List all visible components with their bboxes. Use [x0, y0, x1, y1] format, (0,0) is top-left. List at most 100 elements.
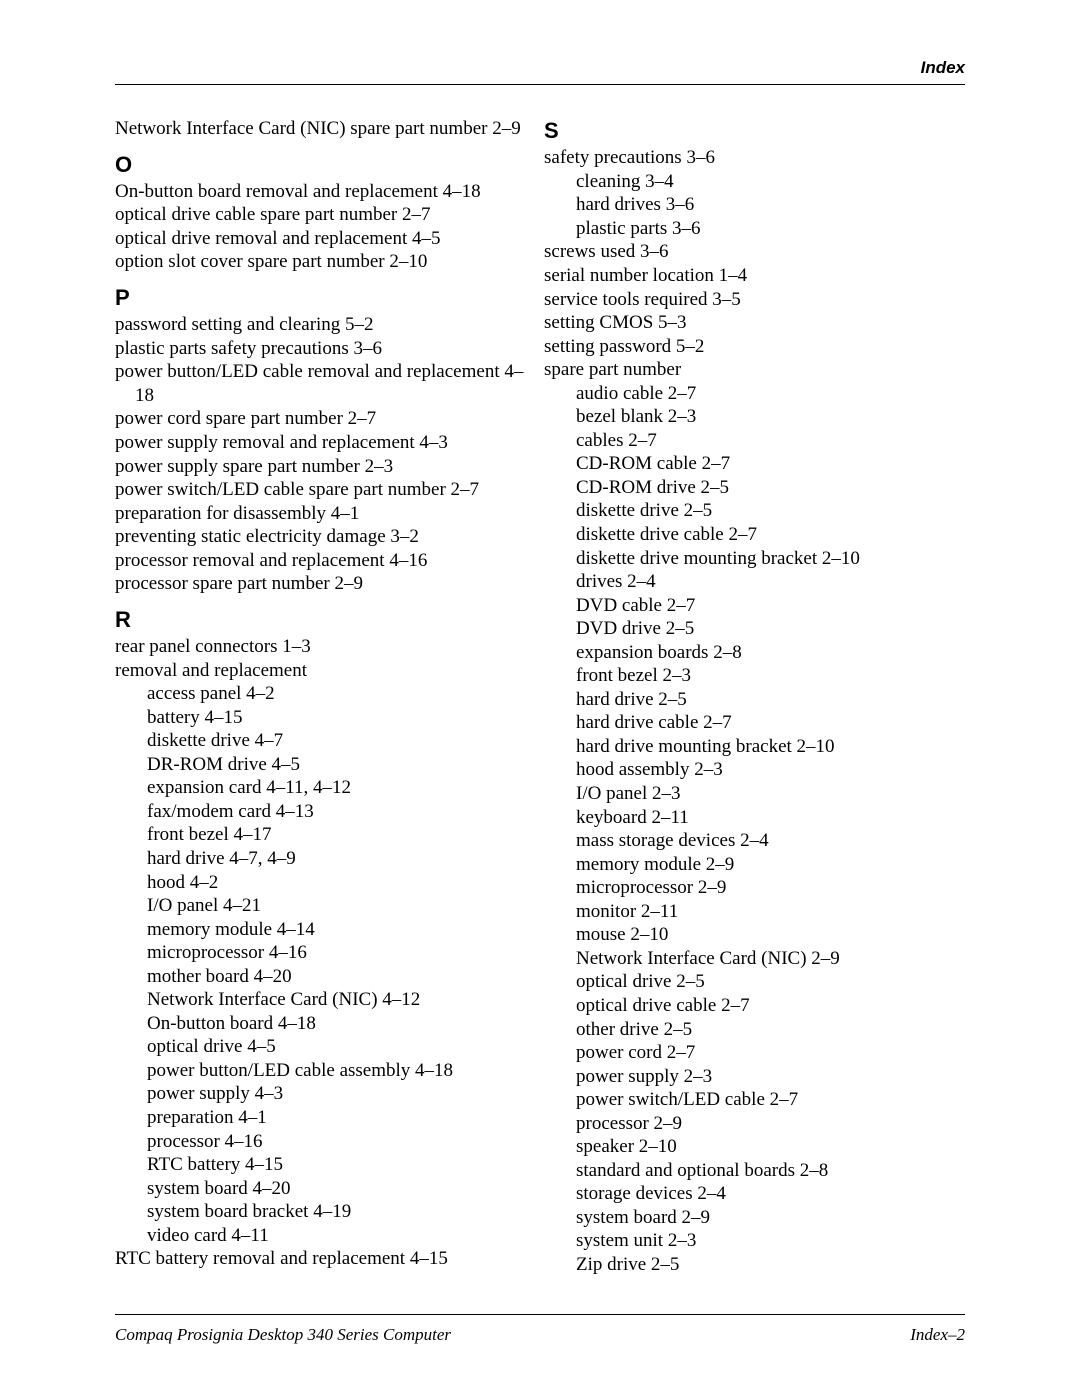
- left-column: Network Interface Card (NIC) spare part …: [115, 117, 536, 1277]
- index-subentry: DVD cable 2–7: [544, 594, 965, 618]
- right-column: S safety precautions 3–6 cleaning 3–4 ha…: [544, 117, 965, 1277]
- index-subentry: hard drives 3–6: [544, 193, 965, 217]
- index-entry: safety precautions 3–6: [544, 146, 965, 170]
- index-subentry: hard drive 4–7, 4–9: [115, 847, 536, 871]
- section-letter-s: S: [544, 117, 965, 144]
- index-entry: setting CMOS 5–3: [544, 311, 965, 335]
- index-subentry: CD-ROM drive 2–5: [544, 476, 965, 500]
- section-letter-p: P: [115, 284, 536, 311]
- index-subentry: Zip drive 2–5: [544, 1253, 965, 1277]
- index-entry: power button/LED cable removal and repla…: [115, 360, 536, 407]
- index-subentry: storage devices 2–4: [544, 1182, 965, 1206]
- index-subentry: speaker 2–10: [544, 1135, 965, 1159]
- index-entry: power switch/LED cable spare part number…: [115, 478, 536, 502]
- index-entry: optical drive removal and replacement 4–…: [115, 227, 536, 251]
- index-entry: spare part number: [544, 358, 965, 382]
- index-entry: removal and replacement: [115, 659, 536, 683]
- index-subentry: RTC battery 4–15: [115, 1153, 536, 1177]
- index-subentry: I/O panel 4–21: [115, 894, 536, 918]
- index-subentry: Network Interface Card (NIC) 2–9: [544, 947, 965, 971]
- index-subentry: other drive 2–5: [544, 1018, 965, 1042]
- index-subentry: power cord 2–7: [544, 1041, 965, 1065]
- index-subentry: preparation 4–1: [115, 1106, 536, 1130]
- index-entry: power cord spare part number 2–7: [115, 407, 536, 431]
- index-entry: power supply removal and replacement 4–3: [115, 431, 536, 455]
- index-entry: Network Interface Card (NIC) spare part …: [115, 117, 536, 141]
- index-subentry: front bezel 2–3: [544, 664, 965, 688]
- footer-right-text: Index–2: [910, 1325, 965, 1345]
- index-subentry: processor 2–9: [544, 1112, 965, 1136]
- index-subentry: diskette drive 4–7: [115, 729, 536, 753]
- footer-row: Compaq Prosignia Desktop 340 Series Comp…: [115, 1325, 965, 1345]
- index-subentry: cables 2–7: [544, 429, 965, 453]
- index-subentry: hard drive mounting bracket 2–10: [544, 735, 965, 759]
- index-subentry: diskette drive 2–5: [544, 499, 965, 523]
- index-subentry: monitor 2–11: [544, 900, 965, 924]
- index-subentry: optical drive 4–5: [115, 1035, 536, 1059]
- index-entry: plastic parts safety precautions 3–6: [115, 337, 536, 361]
- index-entry: optical drive cable spare part number 2–…: [115, 203, 536, 227]
- index-subentry: optical drive 2–5: [544, 970, 965, 994]
- index-subentry: mouse 2–10: [544, 923, 965, 947]
- footer-left-text: Compaq Prosignia Desktop 340 Series Comp…: [115, 1325, 451, 1345]
- index-entry: password setting and clearing 5–2: [115, 313, 536, 337]
- index-subentry: power supply 4–3: [115, 1082, 536, 1106]
- index-subentry: plastic parts 3–6: [544, 217, 965, 241]
- index-subentry: standard and optional boards 2–8: [544, 1159, 965, 1183]
- index-subentry: system board 2–9: [544, 1206, 965, 1230]
- index-subentry: drives 2–4: [544, 570, 965, 594]
- index-subentry: bezel blank 2–3: [544, 405, 965, 429]
- index-subentry: hood 4–2: [115, 871, 536, 895]
- index-entry: processor removal and replacement 4–16: [115, 549, 536, 573]
- index-entry: On-button board removal and replacement …: [115, 180, 536, 204]
- index-entry: option slot cover spare part number 2–10: [115, 250, 536, 274]
- index-subentry: system board bracket 4–19: [115, 1200, 536, 1224]
- index-subentry: On-button board 4–18: [115, 1012, 536, 1036]
- index-subentry: fax/modem card 4–13: [115, 800, 536, 824]
- page: Index Network Interface Card (NIC) spare…: [0, 0, 1080, 1397]
- index-subentry: memory module 4–14: [115, 918, 536, 942]
- index-subentry: microprocessor 2–9: [544, 876, 965, 900]
- index-subentry: keyboard 2–11: [544, 806, 965, 830]
- index-entry: serial number location 1–4: [544, 264, 965, 288]
- index-entry: RTC battery removal and replacement 4–15: [115, 1247, 536, 1271]
- index-subentry: microprocessor 4–16: [115, 941, 536, 965]
- index-subentry: battery 4–15: [115, 706, 536, 730]
- index-entry: preparation for disassembly 4–1: [115, 502, 536, 526]
- index-subentry: mother board 4–20: [115, 965, 536, 989]
- index-subentry: hard drive 2–5: [544, 688, 965, 712]
- index-entry: rear panel connectors 1–3: [115, 635, 536, 659]
- index-subentry: expansion boards 2–8: [544, 641, 965, 665]
- footer: Compaq Prosignia Desktop 340 Series Comp…: [115, 1314, 965, 1345]
- index-subentry: front bezel 4–17: [115, 823, 536, 847]
- index-subentry: diskette drive cable 2–7: [544, 523, 965, 547]
- footer-rule: [115, 1314, 965, 1315]
- section-letter-r: R: [115, 606, 536, 633]
- index-subentry: video card 4–11: [115, 1224, 536, 1248]
- index-subentry: expansion card 4–11, 4–12: [115, 776, 536, 800]
- index-subentry: system unit 2–3: [544, 1229, 965, 1253]
- index-subentry: DVD drive 2–5: [544, 617, 965, 641]
- index-subentry: I/O panel 2–3: [544, 782, 965, 806]
- index-entry: screws used 3–6: [544, 240, 965, 264]
- index-subentry: power supply 2–3: [544, 1065, 965, 1089]
- index-entry: setting password 5–2: [544, 335, 965, 359]
- index-subentry: diskette drive mounting bracket 2–10: [544, 547, 965, 571]
- index-subentry: access panel 4–2: [115, 682, 536, 706]
- section-letter-o: O: [115, 151, 536, 178]
- index-subentry: power switch/LED cable 2–7: [544, 1088, 965, 1112]
- index-subentry: processor 4–16: [115, 1130, 536, 1154]
- page-header-label: Index: [115, 58, 965, 78]
- index-subentry: memory module 2–9: [544, 853, 965, 877]
- index-subentry: Network Interface Card (NIC) 4–12: [115, 988, 536, 1012]
- index-entry: service tools required 3–5: [544, 288, 965, 312]
- index-subentry: DR-ROM drive 4–5: [115, 753, 536, 777]
- index-subentry: mass storage devices 2–4: [544, 829, 965, 853]
- index-subentry: CD-ROM cable 2–7: [544, 452, 965, 476]
- index-subentry: system board 4–20: [115, 1177, 536, 1201]
- index-entry: processor spare part number 2–9: [115, 572, 536, 596]
- index-subentry: cleaning 3–4: [544, 170, 965, 194]
- index-subentry: hood assembly 2–3: [544, 758, 965, 782]
- content-columns: Network Interface Card (NIC) spare part …: [115, 117, 965, 1277]
- index-subentry: optical drive cable 2–7: [544, 994, 965, 1018]
